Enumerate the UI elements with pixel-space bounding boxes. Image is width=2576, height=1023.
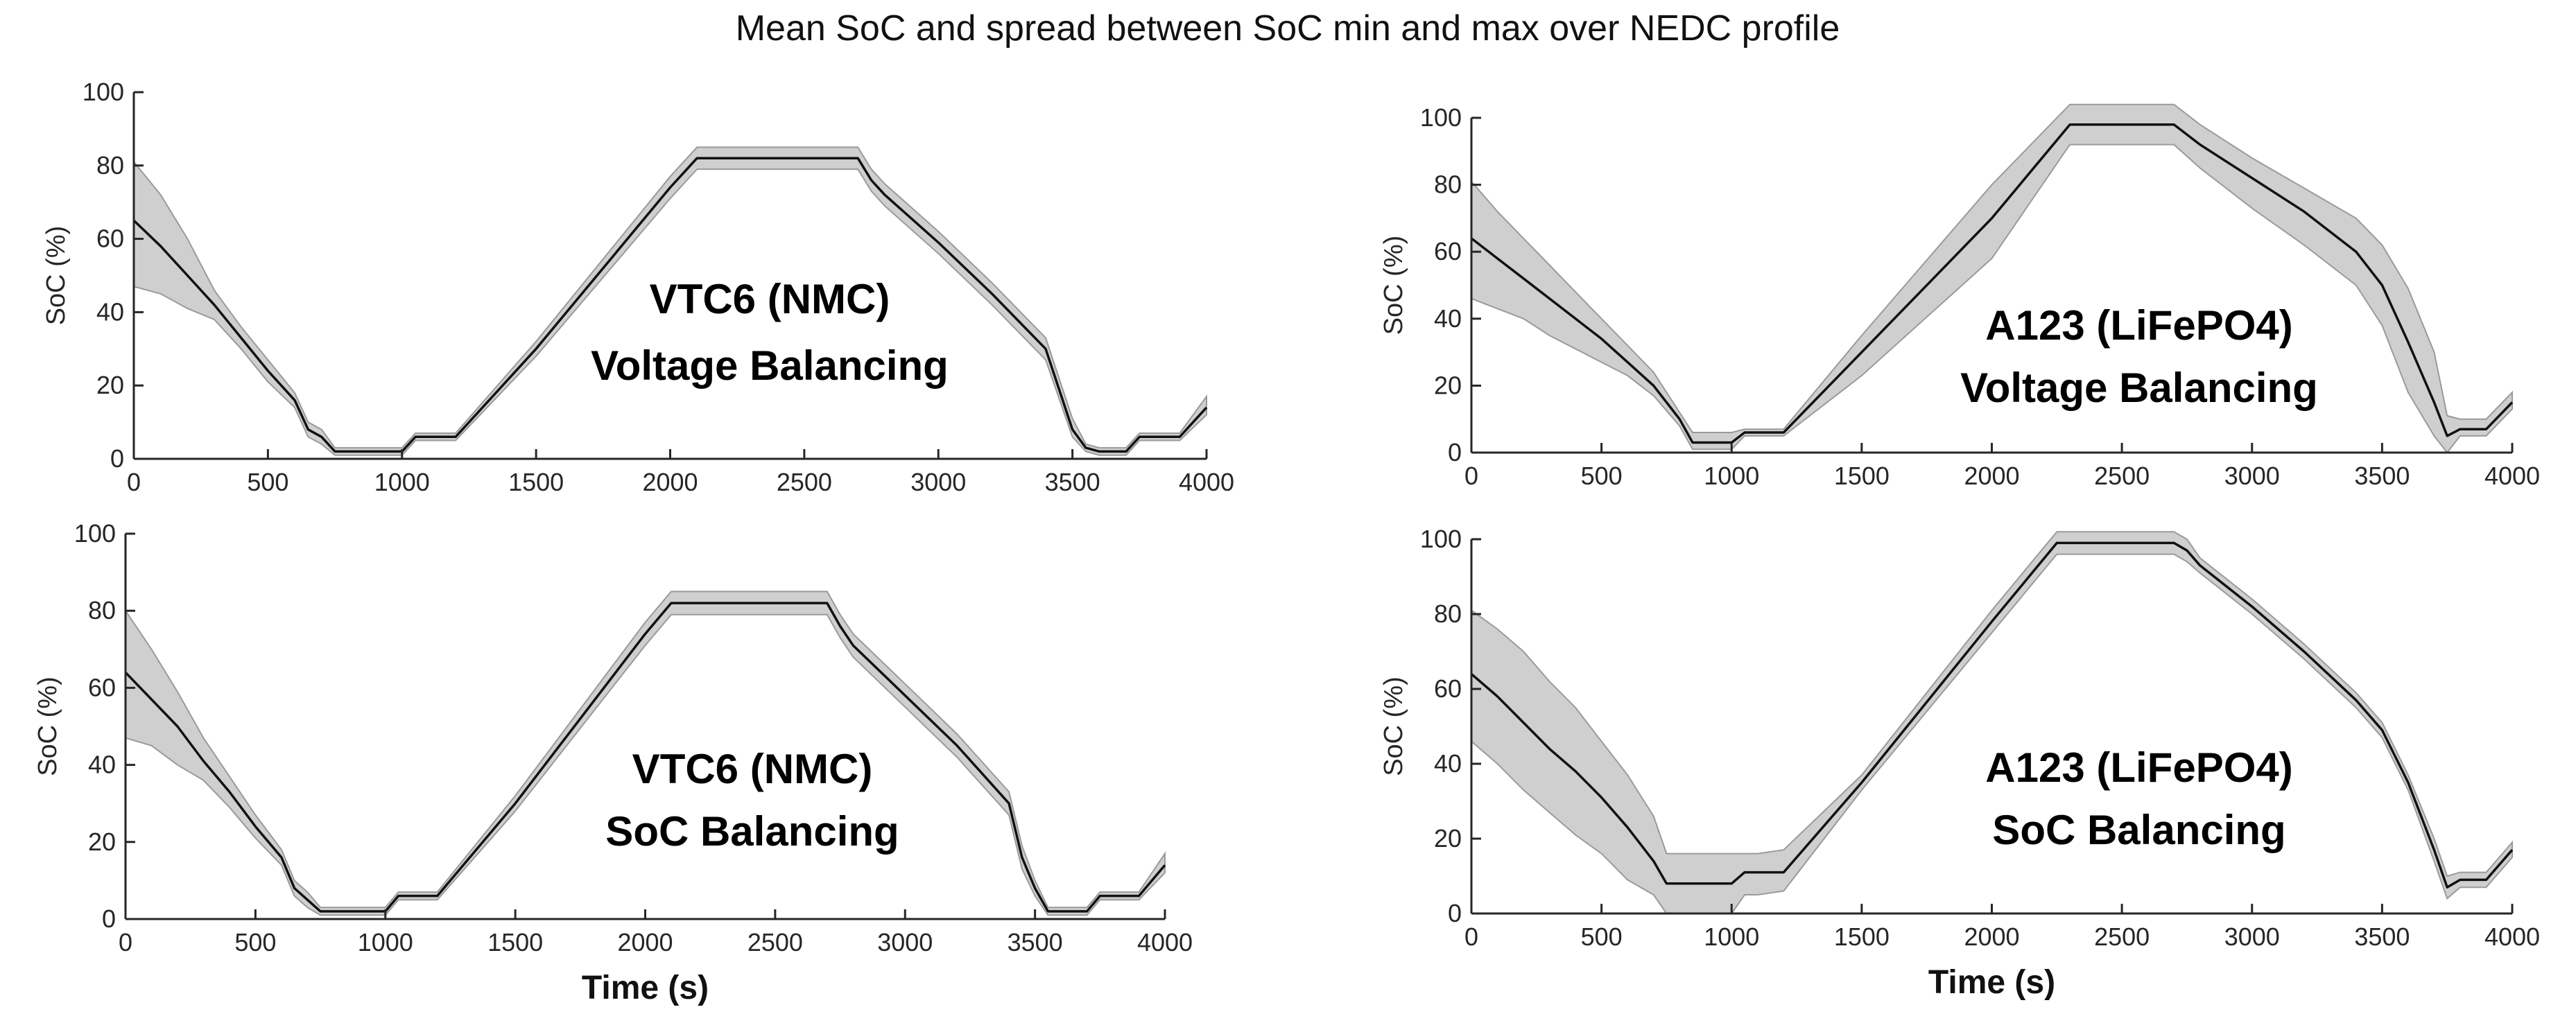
y-tick-label: 40 (1434, 304, 1462, 333)
chart-annotation-method: SoC Balancing (605, 808, 899, 855)
x-tick-label: 500 (247, 468, 288, 496)
x-tick-label: 500 (1581, 923, 1623, 951)
soc-mean-line (1470, 541, 2514, 889)
y-tick-label: 60 (96, 225, 124, 253)
x-tick-label: 3000 (877, 928, 933, 956)
chart-annotation-method: Voltage Balancing (591, 342, 949, 389)
y-tick-label: 80 (96, 151, 124, 180)
y-tick-label: 20 (96, 371, 124, 399)
y-tick-label: 80 (1434, 600, 1462, 628)
y-tick-label: 100 (83, 78, 124, 106)
x-tick-label: 3000 (2224, 923, 2280, 951)
x-tick-label: 1500 (1834, 462, 1890, 490)
x-tick-label: 1500 (487, 928, 543, 956)
x-tick-label: 1000 (358, 928, 413, 956)
chart-annotation-cell: VTC6 (NMC) (632, 746, 873, 792)
x-tick-label: 1500 (508, 468, 564, 496)
chart-annotation-cell: VTC6 (NMC) (650, 276, 890, 322)
x-tick-label: 1000 (1704, 923, 1759, 951)
soc-spread-band (1471, 103, 2513, 453)
x-tick-label: 2000 (1964, 462, 2019, 490)
x-tick-label: 3500 (1045, 468, 1100, 496)
x-tick-label: 4000 (1137, 928, 1193, 956)
y-tick-label: 100 (74, 519, 116, 548)
soc-mean-line (124, 602, 1166, 913)
x-tick-label: 0 (1464, 923, 1478, 951)
y-axis-label: SoC (%) (33, 676, 62, 776)
x-tick-label: 0 (119, 928, 132, 956)
chart-annotation-method: SoC Balancing (1992, 807, 2285, 853)
x-axis-label: Time (s) (1928, 964, 2055, 1001)
x-tick-label: 2500 (777, 468, 832, 496)
soc-mean-line (1470, 123, 2514, 444)
figure-title: Mean SoC and spread between SoC min and … (736, 8, 1840, 49)
y-axis-label: SoC (%) (1379, 236, 1408, 335)
chart-annotation-cell: A123 (LiFePO4) (1985, 744, 2292, 791)
x-tick-label: 2000 (1964, 923, 2019, 951)
y-tick-label: 0 (1448, 438, 1462, 466)
x-tick-label: 3500 (2354, 462, 2410, 490)
y-tick-label: 60 (88, 673, 116, 701)
y-tick-label: 80 (1434, 170, 1462, 199)
y-tick-label: 0 (110, 444, 124, 473)
y-tick-label: 60 (1434, 237, 1462, 265)
x-tick-label: 2500 (2094, 923, 2150, 951)
y-tick-label: 100 (1420, 525, 1462, 553)
x-tick-label: 4000 (2484, 923, 2540, 951)
y-tick-label: 40 (88, 751, 116, 779)
y-tick-label: 80 (88, 596, 116, 624)
x-tick-label: 2000 (617, 928, 673, 956)
y-axis-label: SoC (%) (1379, 676, 1408, 776)
y-tick-label: 40 (1434, 749, 1462, 778)
x-tick-label: 1000 (1704, 462, 1759, 490)
y-tick-label: 0 (1448, 899, 1462, 927)
x-tick-label: 500 (234, 928, 276, 956)
x-tick-label: 3500 (1008, 928, 1063, 956)
soc-spread-band (1471, 531, 2513, 913)
y-tick-label: 20 (1434, 824, 1462, 852)
y-tick-label: 20 (1434, 371, 1462, 399)
x-axis-label: Time (s) (582, 970, 709, 1006)
y-tick-label: 60 (1434, 674, 1462, 703)
chart-annotation-cell: A123 (LiFePO4) (1985, 302, 2292, 349)
soc-mean-line (132, 157, 1208, 453)
y-tick-label: 40 (96, 297, 124, 326)
soc-spread-band (126, 591, 1166, 916)
chart-annotation-method: Voltage Balancing (1960, 365, 2318, 411)
x-tick-label: 1500 (1834, 923, 1890, 951)
x-tick-label: 0 (1464, 462, 1478, 490)
x-tick-label: 4000 (1179, 468, 1234, 496)
x-tick-label: 3500 (2354, 923, 2410, 951)
y-tick-label: 100 (1420, 103, 1462, 132)
soc-spread-band (134, 146, 1207, 456)
x-tick-label: 0 (127, 468, 141, 496)
x-tick-label: 3000 (910, 468, 966, 496)
x-tick-label: 1000 (374, 468, 430, 496)
x-tick-label: 2500 (747, 928, 803, 956)
x-tick-label: 3000 (2224, 462, 2280, 490)
x-tick-label: 2500 (2094, 462, 2150, 490)
y-tick-label: 20 (88, 828, 116, 856)
y-tick-label: 0 (102, 904, 116, 933)
x-tick-label: 500 (1581, 462, 1623, 490)
x-tick-label: 2000 (642, 468, 698, 496)
x-tick-label: 4000 (2484, 462, 2540, 490)
y-axis-label: SoC (%) (42, 226, 71, 326)
